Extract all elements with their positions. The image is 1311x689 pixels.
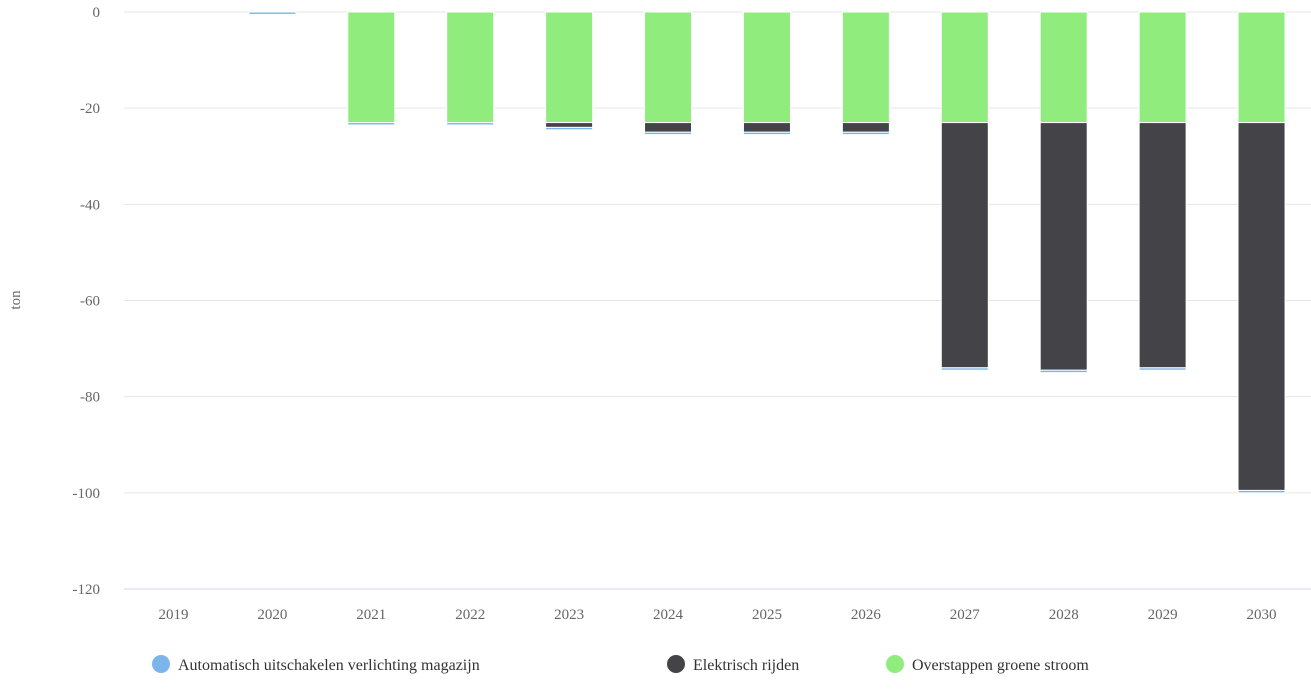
bar-segment[interactable] [446,11,495,124]
bar-segment[interactable] [1237,11,1286,124]
legend-label: Elektrisch rijden [693,657,799,674]
y-tick-label: -80 [80,390,100,406]
y-tick-label: 0 [93,5,101,21]
x-tick-label: 2019 [158,607,188,623]
y-axis-ticks: 0 -20 -40 -60 -80 -100 -120 [73,5,101,598]
bars [248,11,1286,494]
y-tick-label: -20 [80,101,100,117]
x-tick-label: 2025 [752,607,782,623]
bar-segment[interactable] [545,126,594,131]
bar-segment[interactable] [1039,11,1088,124]
y-tick-label: -100 [73,486,101,502]
legend-label: Automatisch uitschakelen verlichting mag… [178,657,480,674]
bar-segment[interactable] [1237,122,1286,491]
y-axis-title: ton [8,290,24,310]
x-tick-label: 2023 [554,607,584,623]
bar-segment[interactable] [644,11,693,124]
bar-segment[interactable] [545,122,594,128]
bar-segment[interactable] [1237,489,1286,494]
y-tick-label: -120 [73,582,101,598]
x-tick-label: 2022 [455,607,485,623]
bar-segment[interactable] [841,131,890,136]
legend-item[interactable]: Elektrisch rijden [667,655,799,674]
x-tick-label: 2024 [653,607,684,623]
bar-segment[interactable] [347,11,396,124]
bar-segment[interactable] [742,122,791,133]
x-tick-label: 2021 [356,607,386,623]
legend-item[interactable]: Overstappen groene stroom [886,655,1089,674]
bar-segment[interactable] [940,367,989,371]
y-tick-label: -60 [80,294,100,310]
bar-segment[interactable] [742,11,791,124]
legend-marker [152,655,170,673]
y-tick-label: -40 [80,197,100,213]
x-tick-label: 2020 [257,607,287,623]
gridlines [124,11,1311,494]
legend-marker [667,655,685,673]
bar-segment[interactable] [1039,369,1088,374]
bar-segment[interactable] [347,122,396,126]
bar-segment[interactable] [545,11,594,124]
bar-segment[interactable] [1138,367,1187,371]
bar-segment[interactable] [841,122,890,133]
x-tick-label: 2030 [1247,607,1277,623]
legend-marker [886,655,904,673]
x-tick-label: 2026 [851,607,882,623]
bar-segment[interactable] [742,131,791,136]
bar-segment[interactable] [940,11,989,124]
bar-segment[interactable] [446,122,495,126]
legend: Automatisch uitschakelen verlichting mag… [152,655,1089,674]
bar-segment[interactable] [1138,11,1187,124]
x-axis-ticks: 2019 2020 2021 2022 2023 2024 2025 2026 2027 2028… [158,607,1276,623]
bar-segment[interactable] [1138,122,1187,369]
legend-label: Overstappen groene stroom [912,657,1089,674]
legend-item[interactable]: Automatisch uitschakelen verlichting mag… [152,655,480,674]
bar-segment[interactable] [644,131,693,136]
bar-segment[interactable] [1039,122,1088,371]
bar-segment[interactable] [248,11,297,15]
x-tick-label: 2028 [1049,607,1079,623]
bar-segment[interactable] [644,122,693,133]
x-tick-label: 2027 [950,607,981,623]
bar-segment[interactable] [841,11,890,124]
bar-segment[interactable] [940,122,989,369]
x-tick-label: 2029 [1148,607,1178,623]
